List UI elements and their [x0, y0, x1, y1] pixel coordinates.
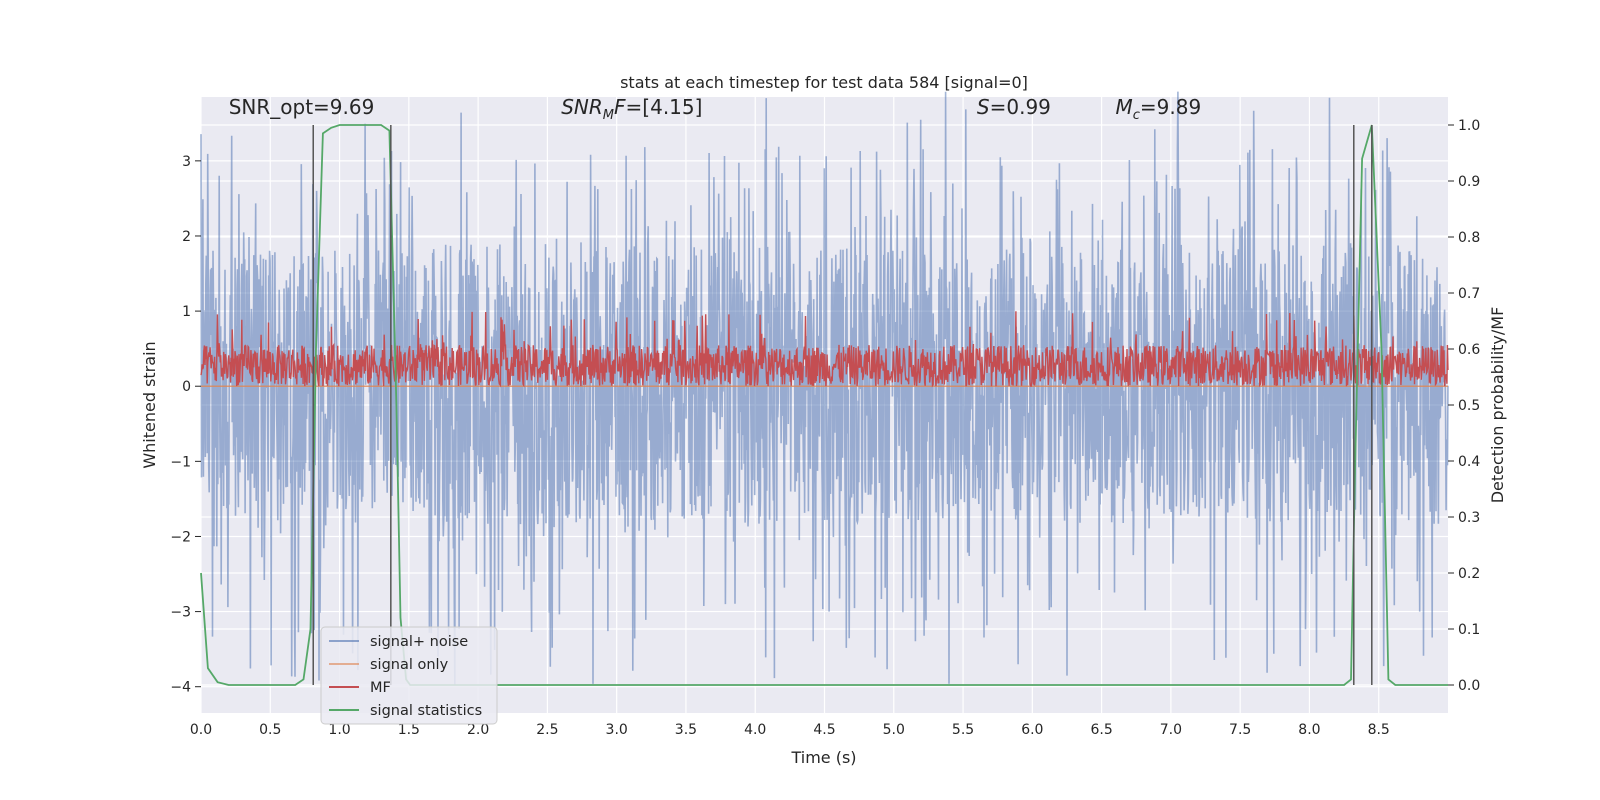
series-mf-line — [200, 311, 1449, 388]
y-right-tick-label: 0.9 — [1458, 174, 1480, 190]
chart-title: stats at each timestep for test data 584… — [620, 73, 1028, 92]
x-tick-label: 8.0 — [1298, 722, 1320, 738]
x-tick-label: 4.0 — [744, 722, 766, 738]
legend-label-signal-noise: signal+ noise — [370, 634, 468, 650]
y-tick-label: 3 — [182, 154, 191, 170]
legend-box — [320, 626, 498, 725]
annotations: SNR_opt=9.69 SNRMF=[4.15] S=0.99 Mc=9.89 — [229, 95, 1201, 123]
legend-label-signal-statistics: signal statistics — [370, 703, 482, 719]
x-tick-label: 8.5 — [1368, 722, 1390, 738]
y-axis-right-ticks: 0.0 0.1 0.2 0.3 0.4 0.5 0.6 0.7 0.8 0.9 1.0 — [1448, 118, 1480, 694]
x-tick-label: 3.5 — [675, 722, 697, 738]
x-tick-label: 2.5 — [536, 722, 558, 738]
x-tick-label: 0.5 — [259, 722, 281, 738]
y-right-tick-label: 0.2 — [1458, 566, 1480, 582]
y-axis-label: Whitened strain — [140, 341, 159, 468]
y-right-tick-label: 0.1 — [1458, 622, 1480, 638]
y-tick-label: 1 — [182, 304, 191, 320]
x-tick-label: 4.5 — [813, 722, 835, 738]
y-right-tick-label: 0.4 — [1458, 454, 1480, 470]
annotation-text: SNRMF=[4.15] — [561, 95, 702, 123]
y-right-tick-label: 0.0 — [1458, 678, 1480, 694]
x-tick-label: 0.0 — [190, 722, 212, 738]
legend: signal+ noise signal only MF signal stat… — [320, 626, 498, 725]
annotation-text: S=0.99 — [977, 95, 1051, 119]
y-right-tick-label: 0.6 — [1458, 342, 1480, 358]
x-tick-label: 3.0 — [606, 722, 628, 738]
annotation-text: Mc=9.89 — [1115, 95, 1201, 123]
x-tick-label: 7.5 — [1229, 722, 1251, 738]
x-axis-label: Time (s) — [790, 748, 856, 767]
legend-label-signal-only: signal only — [370, 657, 449, 673]
legend-label-mf: MF — [370, 680, 391, 696]
x-tick-label: 6.5 — [1090, 722, 1112, 738]
y-tick-label: 2 — [182, 229, 191, 245]
y-right-tick-label: 1.0 — [1458, 118, 1480, 134]
y-tick-label: −1 — [170, 454, 191, 470]
y-axis-ticks: −4 −3 −2 −1 0 1 2 3 — [170, 154, 201, 696]
y-tick-label: −4 — [170, 680, 191, 696]
x-tick-label: 7.0 — [1160, 722, 1182, 738]
x-tick-label: 2.0 — [467, 722, 489, 738]
annotation-text: SNR_opt=9.69 — [229, 95, 375, 119]
x-tick-label: 5.5 — [952, 722, 974, 738]
x-tick-label: 1.5 — [398, 722, 420, 738]
x-tick-label: 6.0 — [1021, 722, 1043, 738]
y-right-tick-label: 0.8 — [1458, 230, 1480, 246]
series-signal-noise-line — [200, 91, 1449, 686]
y-tick-label: 0 — [182, 379, 191, 395]
y-right-tick-label: 0.5 — [1458, 398, 1480, 414]
y-right-tick-label: 0.7 — [1458, 286, 1480, 302]
x-axis-ticks: 0.0 0.5 1.0 1.5 2.0 2.5 3.0 3.5 4.0 4.5 5.0 5.5 6.0 6… — [190, 722, 1390, 738]
y-tick-label: −2 — [170, 529, 191, 545]
y-right-tick-label: 0.3 — [1458, 510, 1480, 526]
x-tick-label: 5.0 — [883, 722, 905, 738]
y-axis-right-label: Detection probability/MF — [1488, 307, 1507, 504]
x-tick-label: 1.0 — [328, 722, 350, 738]
y-tick-label: −3 — [170, 605, 191, 621]
vertical-lines — [312, 125, 1373, 685]
